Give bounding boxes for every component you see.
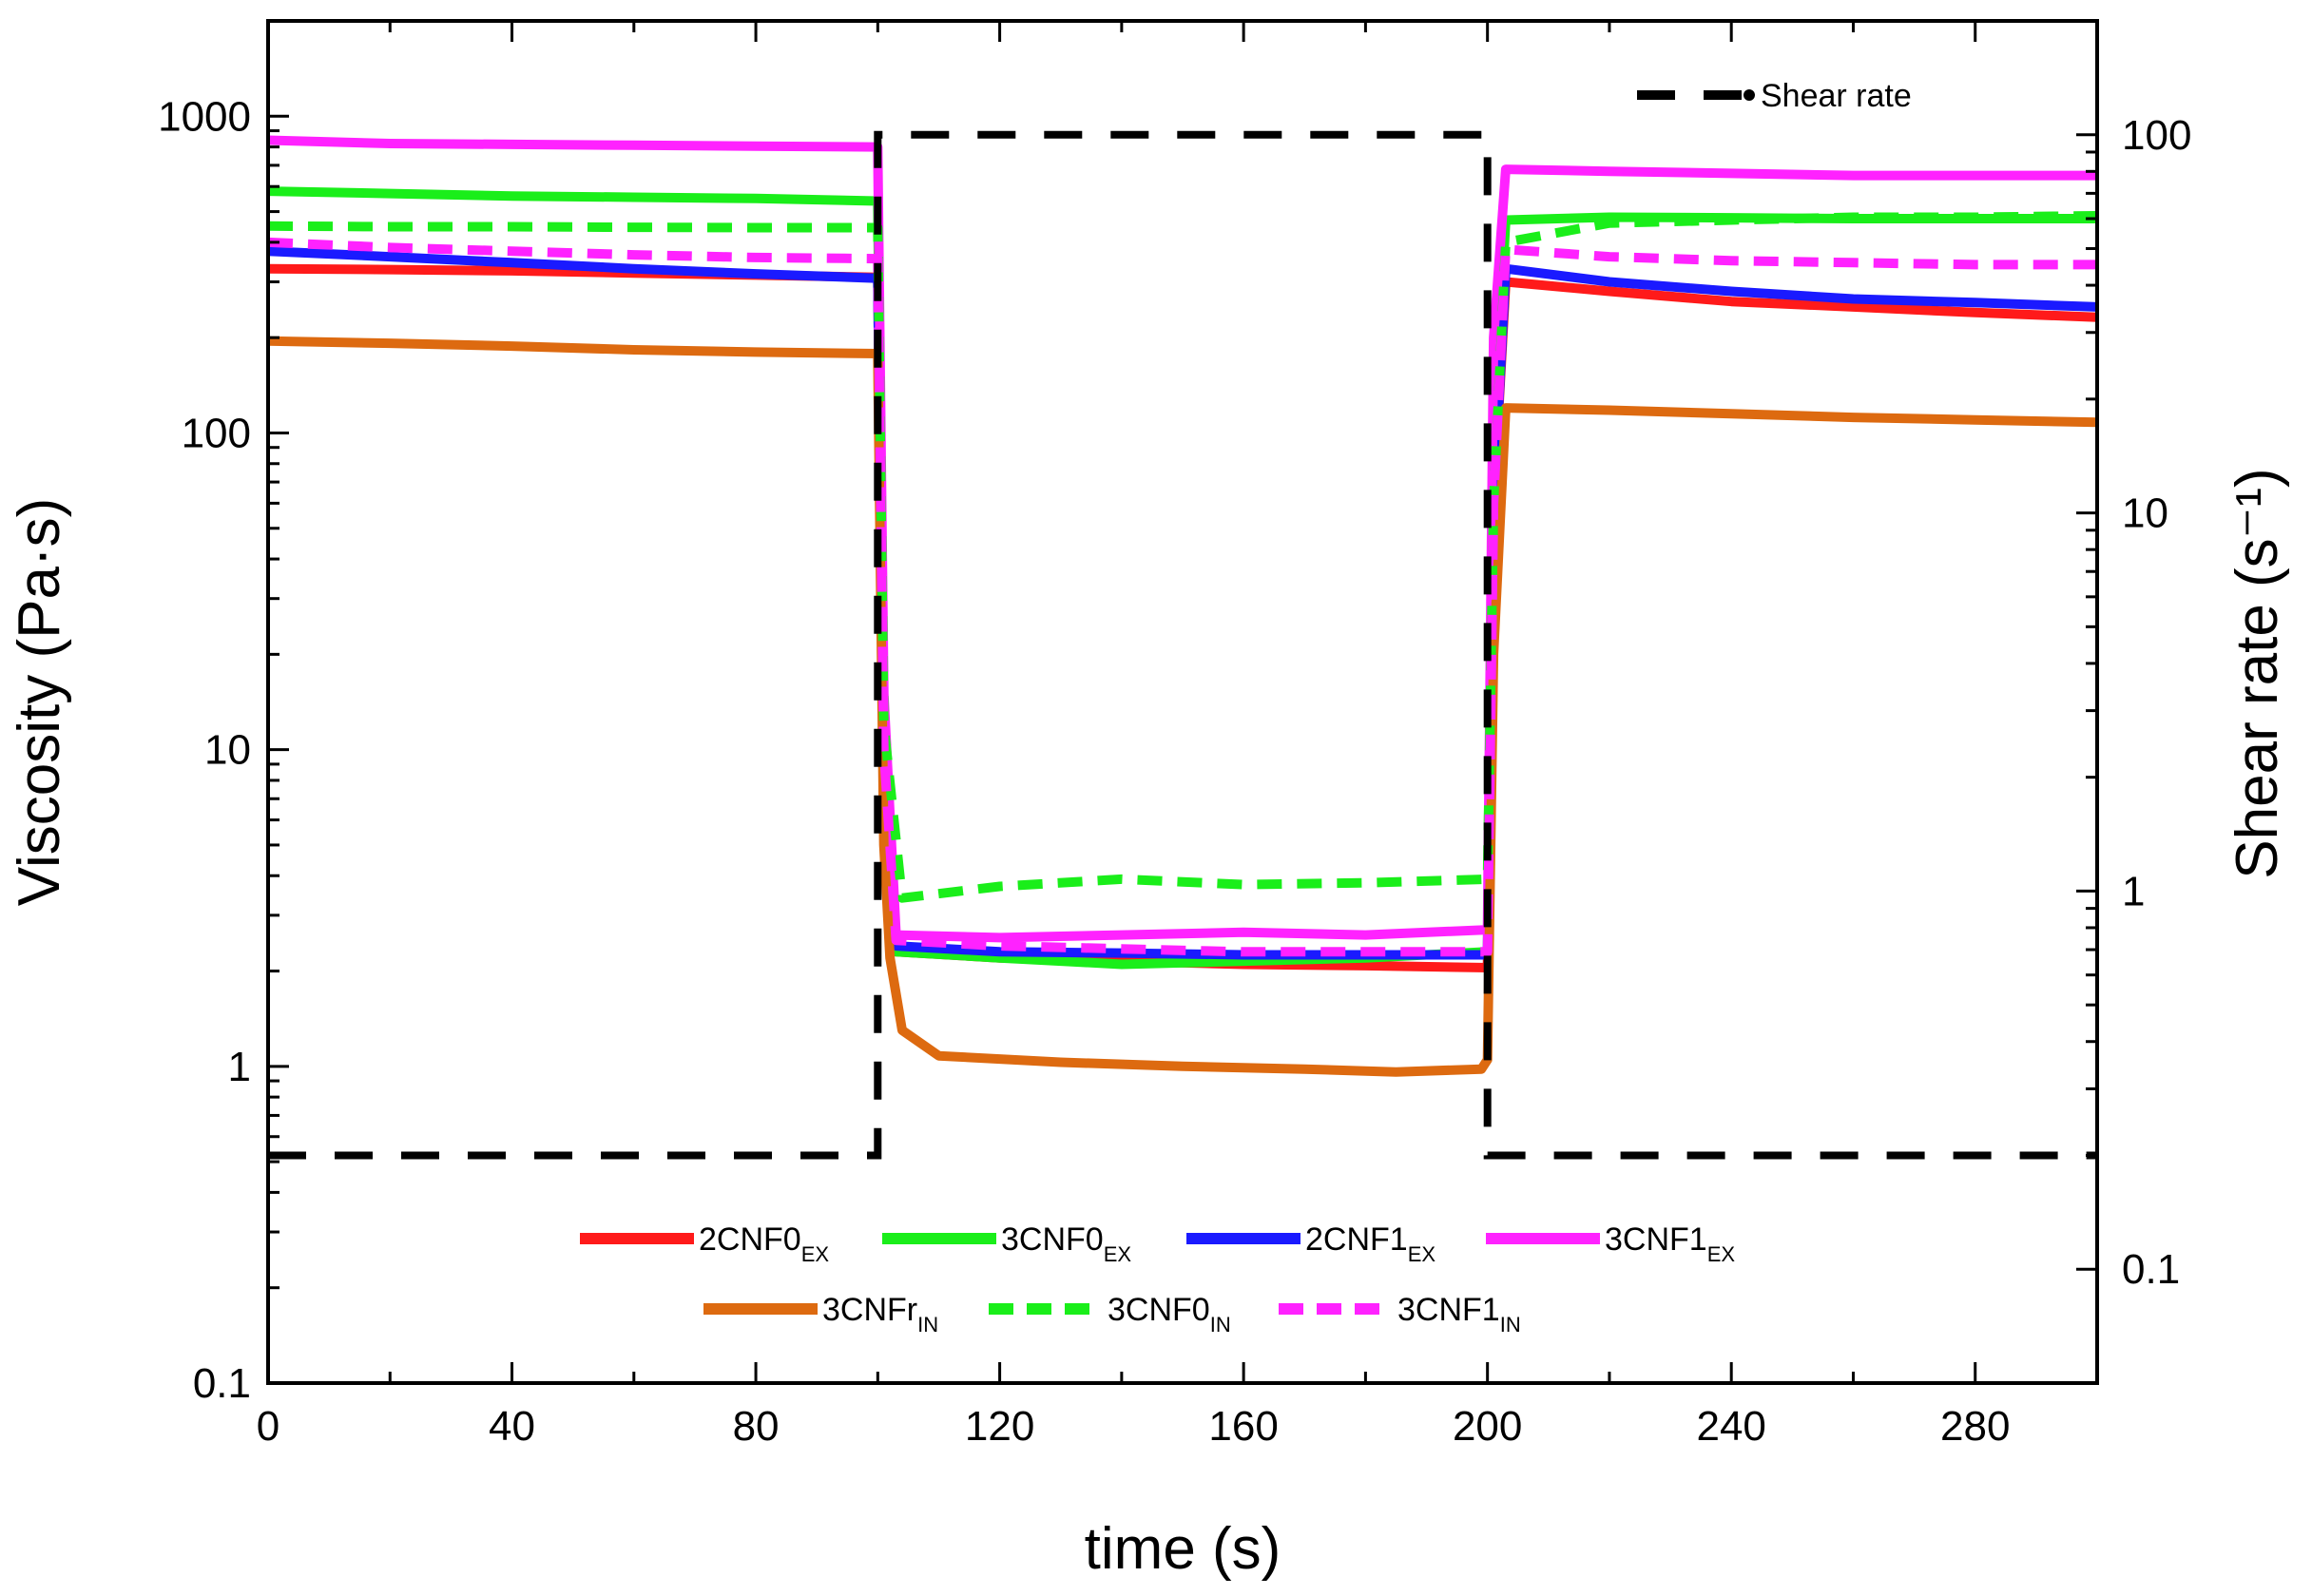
y-axis-title: Viscosity (Pa·s) bbox=[7, 498, 72, 907]
plot-frame bbox=[266, 19, 2099, 1385]
y2-tick-label: 10 bbox=[2122, 490, 2168, 537]
y-tick-label: 1 bbox=[228, 1044, 251, 1090]
x-tick-label: 280 bbox=[1940, 1403, 2010, 1450]
series-line-shear-rate bbox=[268, 130, 2097, 1160]
y-tick-label: 1000 bbox=[158, 93, 251, 140]
x-tick-label: 200 bbox=[1453, 1403, 1522, 1450]
x-tick-label: 80 bbox=[733, 1403, 780, 1450]
x-tick-label: 40 bbox=[489, 1403, 535, 1450]
y2-tick-label: 100 bbox=[2122, 112, 2191, 159]
y2-axis-title: Shear rate (s⁻¹) bbox=[2225, 468, 2290, 878]
x-tick-label: 120 bbox=[965, 1403, 1034, 1450]
series-line-3cnfr-in bbox=[267, 336, 2098, 1077]
legend-item-shear-rate: Shear rate bbox=[1637, 78, 1912, 114]
y2-tick-label: 0.1 bbox=[2122, 1246, 2180, 1293]
y2-tick-label: 1 bbox=[2122, 868, 2145, 914]
x-tick-label: 160 bbox=[1208, 1403, 1278, 1450]
series-line-3cnf0-ex bbox=[267, 186, 2097, 970]
x-axis-title: time (s) bbox=[1085, 1516, 1281, 1582]
y-tick-label: 10 bbox=[204, 727, 251, 774]
y-tick-label: 0.1 bbox=[193, 1360, 251, 1407]
series-line-3cnf0-in bbox=[267, 211, 2098, 903]
ticks-layer: 0 40 80 120 160 200 240 280 0.1 1 10 100 1000 0.1 1 10 1… bbox=[158, 19, 2191, 1450]
x-tick-label: 0 bbox=[257, 1403, 279, 1450]
series-layer bbox=[267, 130, 2098, 1160]
legend-marker bbox=[1744, 89, 1755, 101]
series-line-3cnf1-ex bbox=[267, 135, 2097, 943]
series-line-3cnf1-in bbox=[267, 237, 2097, 957]
x-tick-label: 240 bbox=[1696, 1403, 1765, 1450]
legend-label: Shear rate bbox=[1761, 78, 1912, 114]
y-tick-label: 100 bbox=[182, 410, 251, 456]
